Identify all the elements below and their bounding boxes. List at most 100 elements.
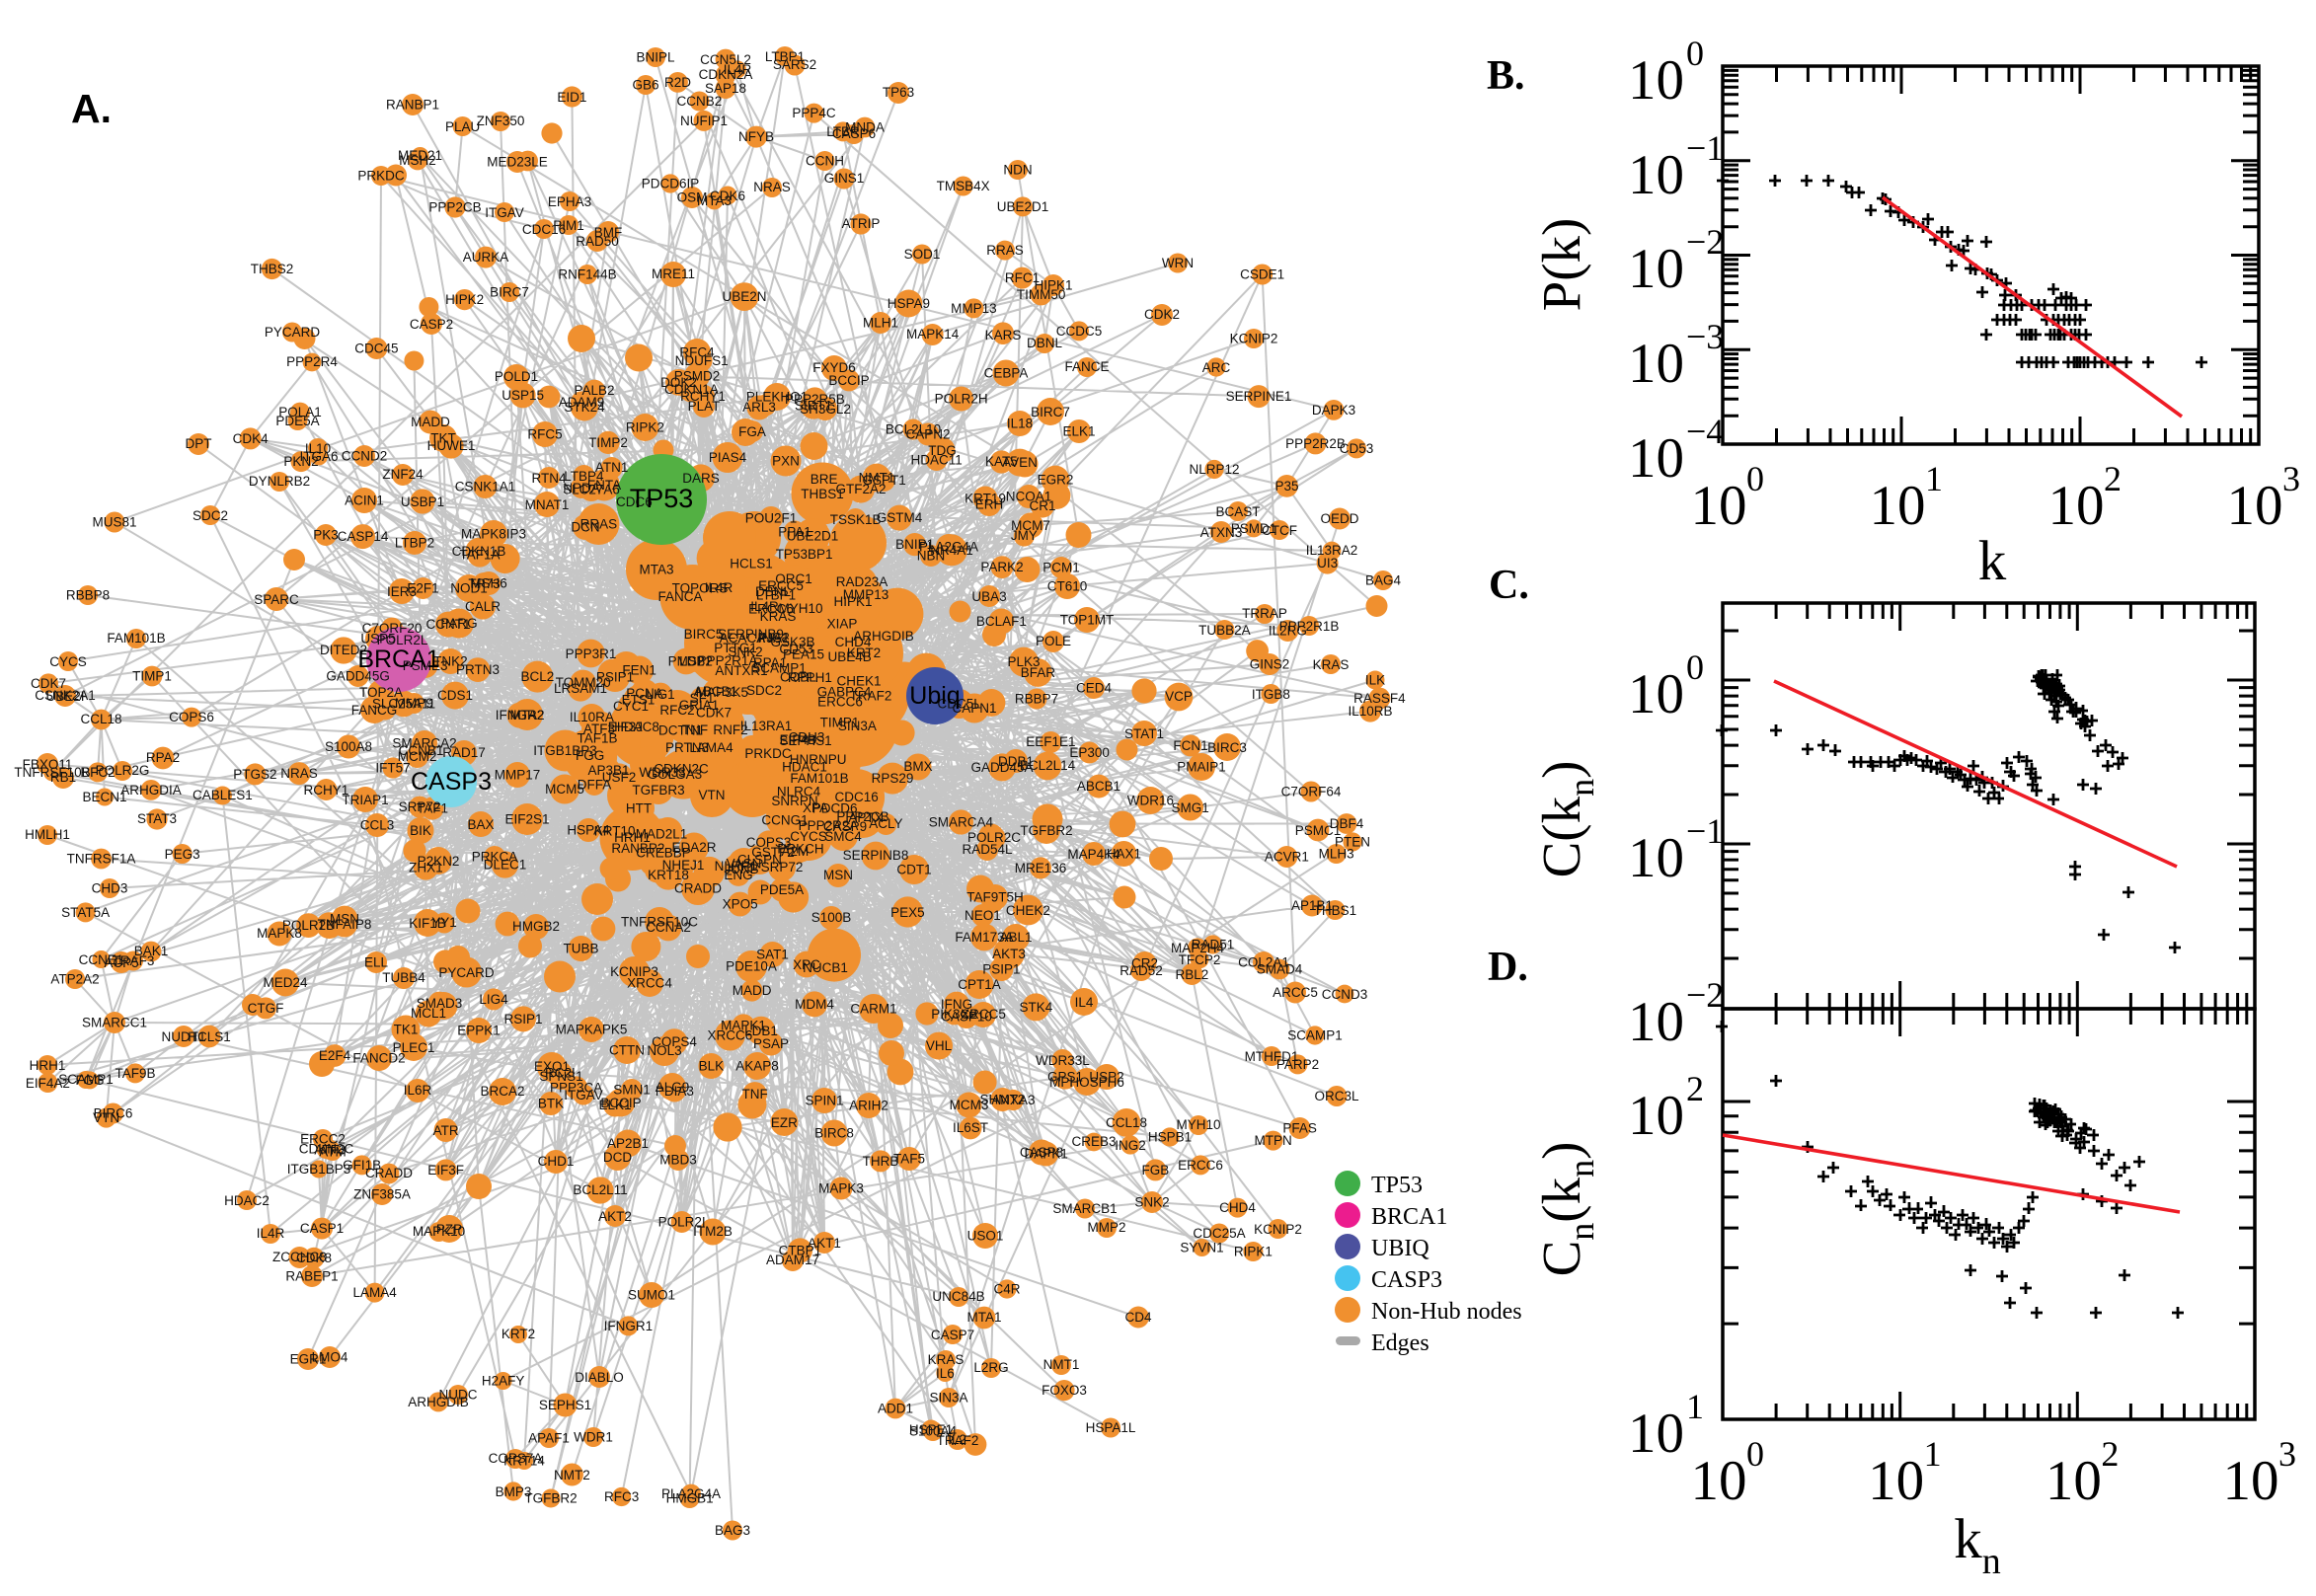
- svg-text:DLEC1: DLEC1: [484, 858, 527, 873]
- svg-text:NUDC: NUDC: [439, 1388, 478, 1403]
- svg-text:BAK1: BAK1: [134, 944, 169, 958]
- svg-text:A.: A.: [71, 86, 112, 131]
- svg-text:DBF4: DBF4: [1330, 816, 1364, 831]
- svg-text:CT610: CT610: [1047, 579, 1088, 594]
- svg-text:PFAS: PFAS: [1282, 1121, 1317, 1136]
- svg-text:GADD45A: GADD45A: [970, 760, 1033, 775]
- svg-text:TSSK1B: TSSK1B: [830, 512, 882, 527]
- svg-text:ITGB1BP3: ITGB1BP3: [533, 743, 597, 758]
- svg-text:MTA3: MTA3: [639, 563, 673, 577]
- svg-text:WDR1: WDR1: [574, 1429, 613, 1444]
- svg-text:MMP2: MMP2: [1087, 1220, 1125, 1235]
- svg-text:VASN: VASN: [727, 857, 762, 872]
- svg-text:TRAF3: TRAF3: [113, 953, 155, 968]
- svg-text:SERPINB8: SERPINB8: [843, 848, 909, 863]
- svg-text:SERPINB9: SERPINB9: [718, 627, 784, 642]
- svg-text:NCOA1: NCOA1: [1006, 489, 1052, 503]
- svg-text:IFNGR1: IFNGR1: [604, 1319, 654, 1333]
- svg-text:TUBB: TUBB: [563, 942, 598, 956]
- svg-text:XRCC6: XRCC6: [708, 1028, 753, 1043]
- svg-text:DPT: DPT: [186, 436, 212, 451]
- svg-text:ERCC6: ERCC6: [1178, 1158, 1223, 1173]
- svg-text:MSN: MSN: [823, 868, 853, 882]
- svg-text:NRAS: NRAS: [753, 180, 791, 194]
- svg-text:BCCIP: BCCIP: [600, 1096, 641, 1110]
- svg-text:CREBBP: CREBBP: [636, 845, 691, 860]
- svg-text:SDC2: SDC2: [746, 683, 782, 698]
- svg-text:SPARC: SPARC: [254, 592, 299, 607]
- svg-text:RPPH1: RPPH1: [788, 670, 832, 685]
- svg-text:ING2: ING2: [1115, 1138, 1146, 1153]
- svg-text:RTN4: RTN4: [531, 471, 567, 486]
- svg-text:BNIPL: BNIPL: [636, 50, 675, 65]
- svg-text:NOL3: NOL3: [647, 1043, 681, 1058]
- svg-text:TIMM50: TIMM50: [1017, 287, 1066, 302]
- svg-text:HCLS1: HCLS1: [188, 1029, 231, 1044]
- svg-text:CRADD: CRADD: [674, 880, 722, 895]
- svg-text:COL2A1: COL2A1: [1238, 955, 1289, 970]
- svg-text:IL2: IL2: [948, 1432, 966, 1447]
- svg-text:GSTF2: GSTF2: [751, 845, 795, 860]
- svg-text:JMY: JMY: [1011, 528, 1038, 543]
- svg-text:IL4R: IL4R: [750, 599, 779, 614]
- svg-text:WRN: WRN: [1162, 256, 1194, 270]
- svg-text:ARHGDIA: ARHGDIA: [120, 783, 182, 798]
- svg-text:P(k): P(k): [1531, 218, 1591, 312]
- svg-text:ETS1: ETS1: [622, 692, 656, 707]
- svg-text:ACP5: ACP5: [104, 955, 138, 970]
- svg-text:DCTN1: DCTN1: [658, 723, 703, 738]
- svg-text:TP53: TP53: [1371, 1173, 1423, 1198]
- svg-text:DAPK3: DAPK3: [1312, 403, 1355, 418]
- svg-text:CCNB2: CCNB2: [677, 94, 723, 109]
- svg-text:S100B: S100B: [811, 910, 852, 925]
- svg-text:FOXO3: FOXO3: [1042, 1383, 1087, 1398]
- svg-text:ITGAV: ITGAV: [485, 205, 524, 220]
- svg-text:MMP13: MMP13: [843, 587, 889, 602]
- svg-text:ITGB8: ITGB8: [1252, 687, 1290, 702]
- svg-text:ZNF385A: ZNF385A: [353, 1187, 411, 1202]
- svg-text:SOD1: SOD1: [904, 247, 941, 262]
- svg-text:ATM: ATM: [319, 1145, 347, 1160]
- svg-text:MTA3: MTA3: [697, 193, 732, 208]
- svg-text:1: 1: [1924, 1434, 1942, 1474]
- svg-text:−2: −2: [1686, 975, 1724, 1015]
- svg-text:PSMC1: PSMC1: [1295, 823, 1342, 838]
- svg-text:MPHOSPH6: MPHOSPH6: [1049, 1075, 1124, 1090]
- svg-text:KRAS: KRAS: [760, 609, 797, 624]
- svg-text:CCN5L2: CCN5L2: [700, 52, 751, 67]
- svg-text:KRAS: KRAS: [928, 1352, 965, 1367]
- svg-text:POLE: POLE: [1036, 634, 1071, 648]
- svg-text:2: 2: [2104, 459, 2122, 498]
- svg-text:AVEN: AVEN: [1002, 455, 1038, 470]
- svg-text:CABLES1: CABLES1: [193, 788, 253, 802]
- svg-text:CDK2: CDK2: [1144, 307, 1180, 322]
- svg-text:GINS1: GINS1: [824, 171, 865, 186]
- svg-text:FANCA: FANCA: [657, 589, 702, 604]
- svg-text:ZHX1: ZHX1: [409, 861, 443, 875]
- svg-text:BIRC6: BIRC6: [94, 1106, 133, 1121]
- svg-text:CASP10: CASP10: [941, 1010, 992, 1025]
- svg-text:−1: −1: [1686, 811, 1724, 851]
- svg-text:MED24: MED24: [263, 975, 308, 990]
- svg-text:PPP2R1B: PPP2R1B: [1279, 619, 1340, 634]
- svg-text:CD53: CD53: [1340, 441, 1374, 456]
- svg-text:HMLH1: HMLH1: [25, 827, 70, 842]
- svg-text:RPA1: RPA1: [753, 655, 787, 670]
- svg-text:NLRC4: NLRC4: [777, 784, 821, 798]
- svg-text:PARP2: PARP2: [1276, 1057, 1319, 1072]
- svg-text:TIMP1: TIMP1: [132, 669, 172, 684]
- svg-text:SMARCA2: SMARCA2: [392, 736, 456, 751]
- svg-text:GSTM4: GSTM4: [877, 510, 923, 525]
- svg-text:10: 10: [1691, 1450, 1747, 1512]
- svg-text:UI3: UI3: [1317, 556, 1338, 570]
- svg-text:10: 10: [1628, 333, 1684, 395]
- svg-text:COPS4: COPS4: [652, 1034, 697, 1049]
- svg-text:DOK2: DOK2: [660, 375, 697, 390]
- svg-text:LDB1: LDB1: [744, 1024, 778, 1038]
- svg-text:CDKN2A: CDKN2A: [699, 67, 753, 82]
- svg-text:10: 10: [1628, 49, 1684, 112]
- svg-text:XPO5: XPO5: [723, 897, 758, 912]
- svg-text:10: 10: [1628, 238, 1684, 300]
- svg-text:SCAMP1: SCAMP1: [58, 1072, 114, 1087]
- svg-text:HMGB1: HMGB1: [666, 1491, 714, 1506]
